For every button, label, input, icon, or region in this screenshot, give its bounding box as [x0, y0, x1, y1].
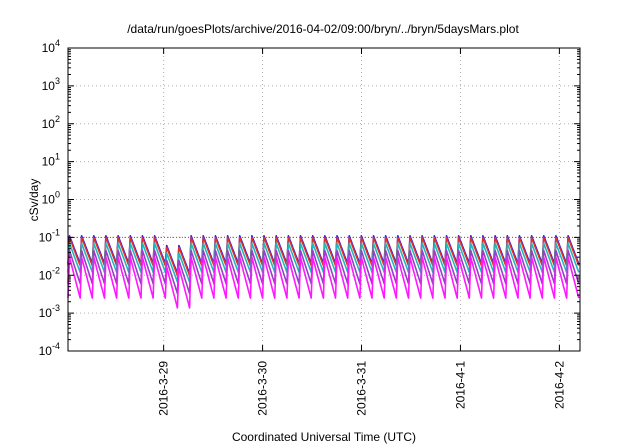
x-tick-label: 2016-4-1 [453, 361, 467, 409]
y-axis-title: cSv/day [27, 179, 41, 222]
x-tick-label: 2016-3-31 [355, 361, 369, 416]
x-axis-title: Coordinated Universal Time (UTC) [232, 430, 416, 444]
y-tick-label: 10-3 [39, 303, 60, 320]
x-axis: 2016-3-29 2016-3-30 2016-3-31 2016-4-1 2016-… [157, 48, 566, 416]
y-tick-label: 103 [42, 76, 60, 93]
y-tick-label: 10-1 [39, 227, 60, 244]
y-tick-label: 10-2 [39, 265, 60, 282]
series-line-4 [67, 256, 580, 309]
series-layer [67, 235, 580, 309]
grid-layer [68, 48, 580, 351]
x-tick-label: 2016-3-29 [157, 361, 171, 416]
y-tick-label: 102 [42, 114, 60, 131]
y-axis: 10-4 10-3 10-2 10-1 100 101 102 103 104 [39, 38, 580, 358]
x-tick-label: 2016-3-30 [256, 361, 270, 416]
y-tick-label: 101 [42, 152, 60, 169]
chart-title: /data/run/goesPlots/archive/2016-04-02/0… [127, 22, 519, 36]
y-tick-label: 104 [42, 38, 60, 55]
x-tick-label: 2016-4-2 [552, 361, 566, 409]
y-tick-label: 100 [42, 190, 60, 207]
y-tick-label: 10-4 [39, 341, 60, 358]
